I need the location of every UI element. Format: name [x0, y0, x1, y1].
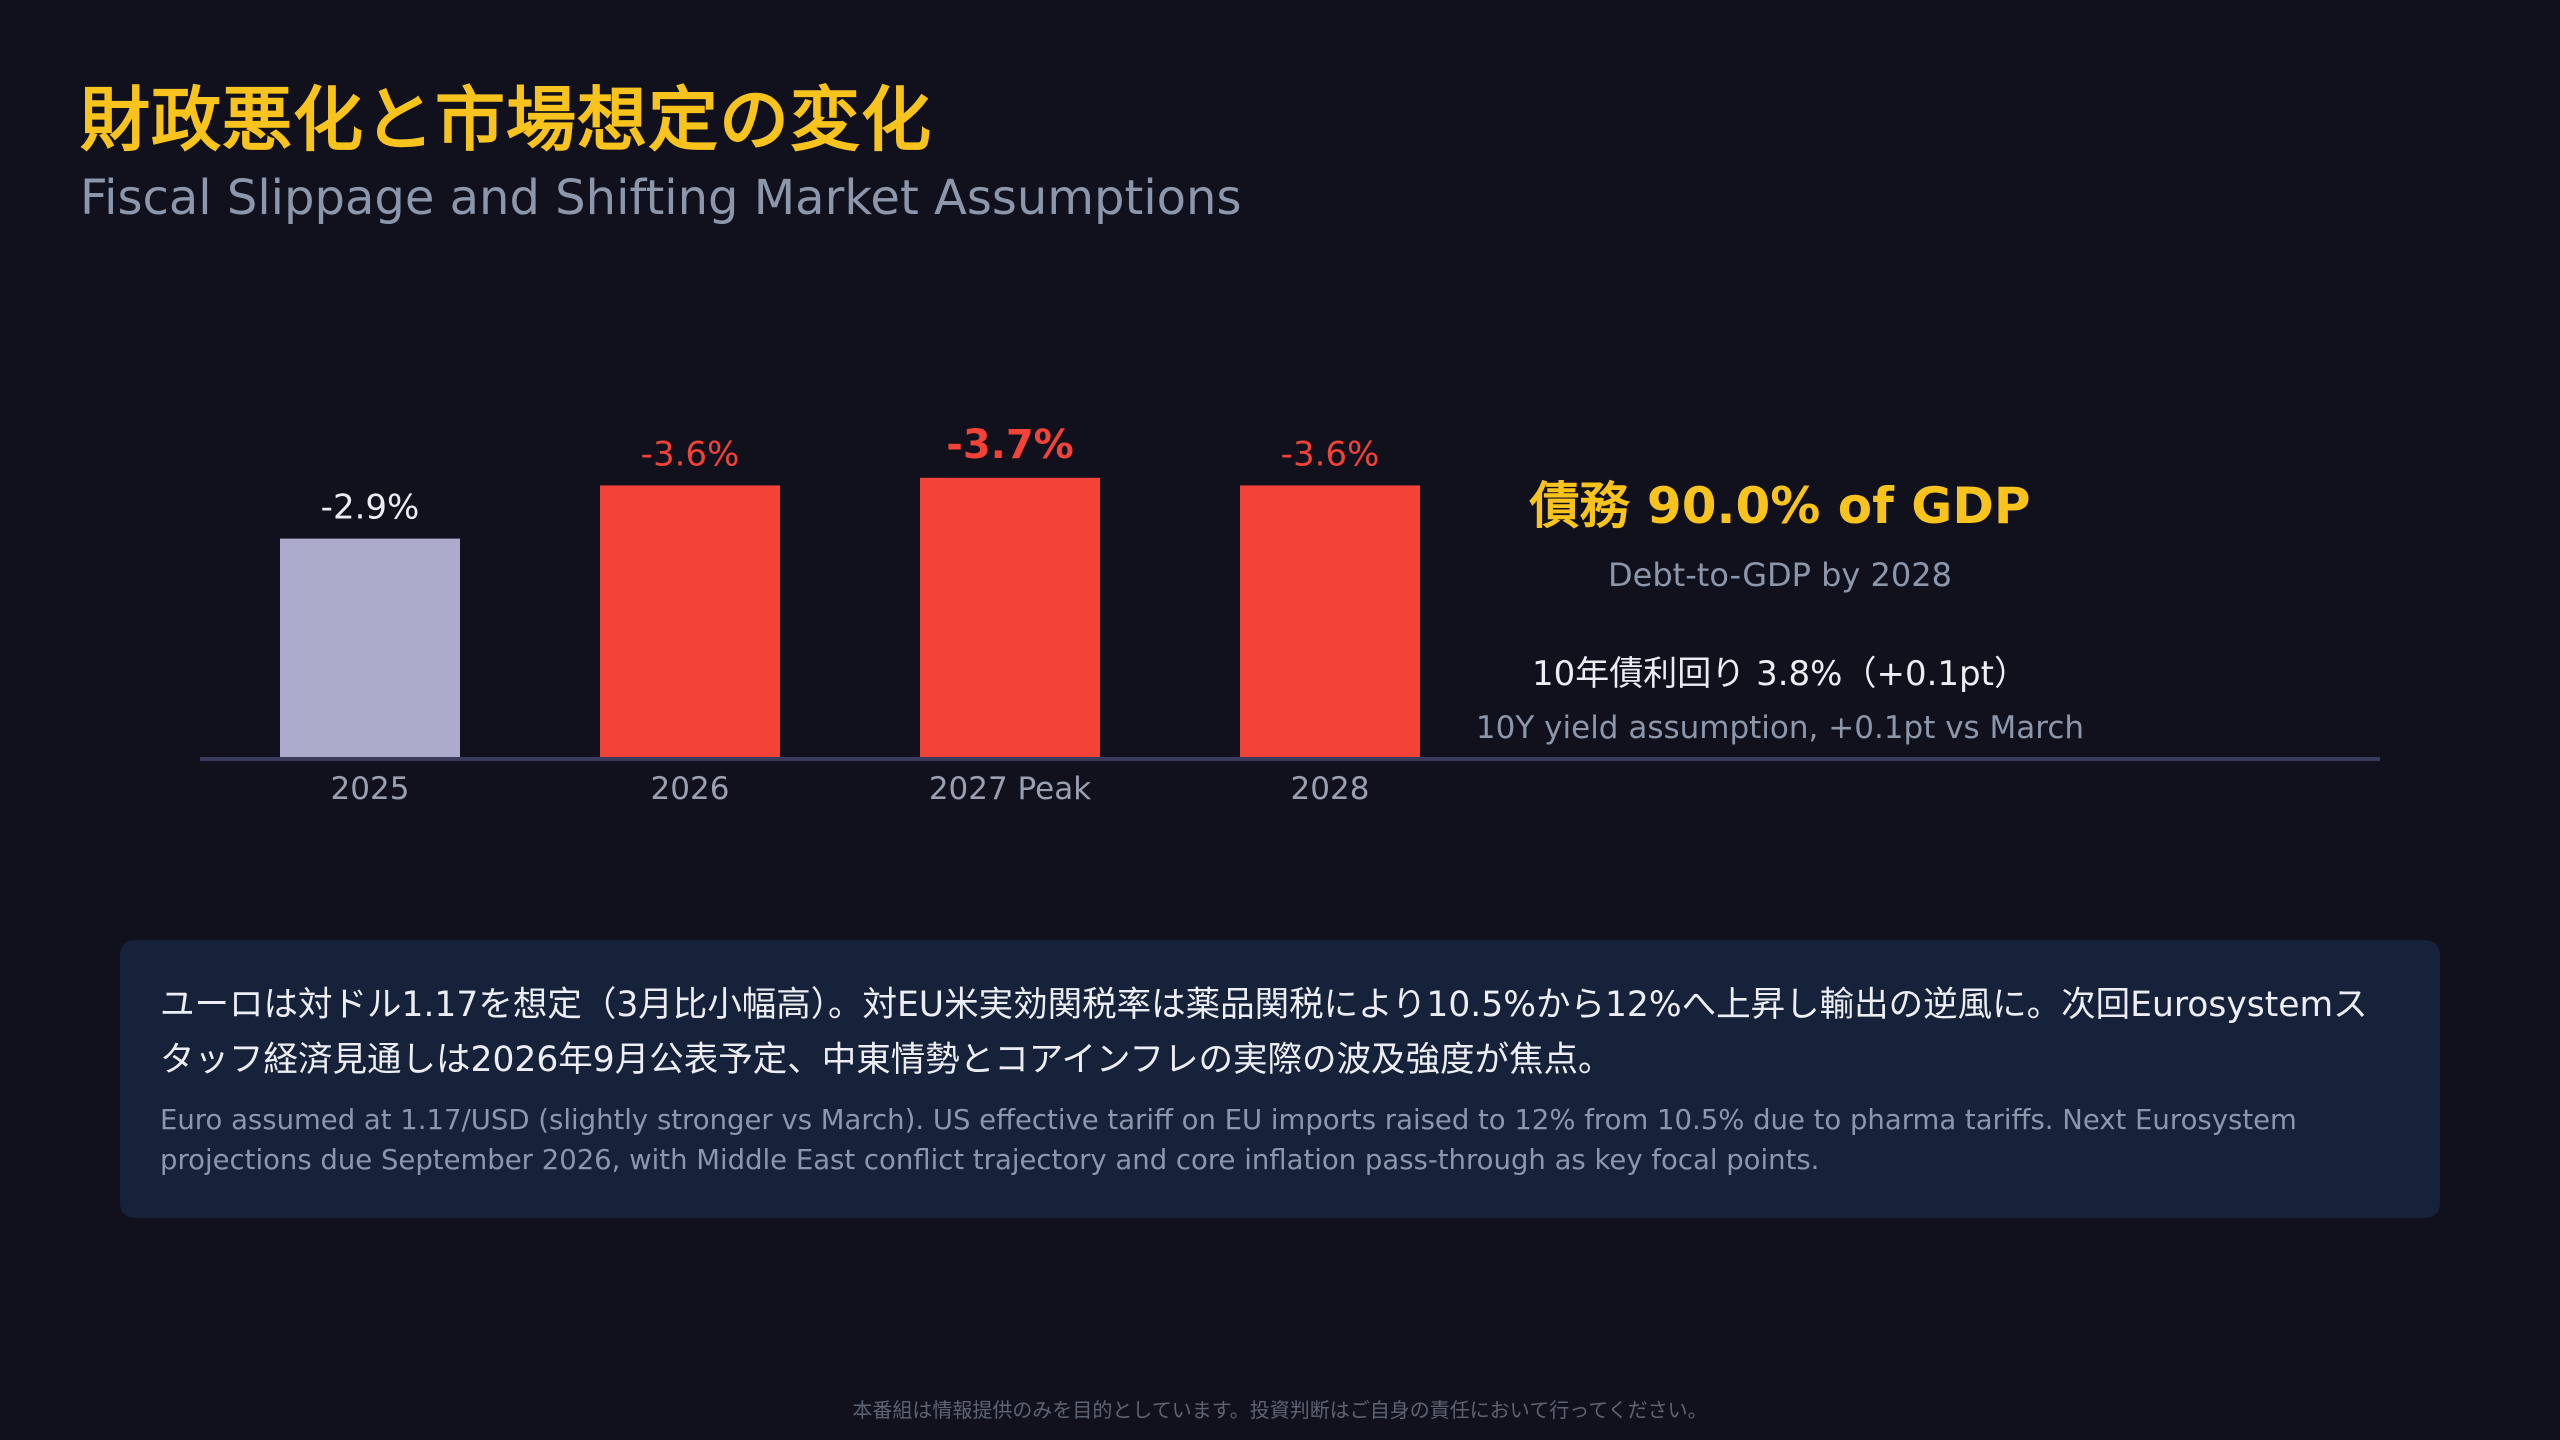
yield-headline: 10年債利回り 3.8%（+0.1pt） [1532, 654, 2028, 694]
debt-to-gdp-caption: Debt-to-GDP by 2028 [1608, 556, 1952, 594]
page-title: 財政悪化と市場想定の変化 [80, 79, 932, 161]
bar-1 [600, 485, 780, 759]
bar-value-label-1: -3.6% [641, 434, 740, 474]
bar-0 [280, 538, 460, 759]
bar-value-label-2: -3.7% [946, 422, 1074, 468]
summary-english-text: Euro assumed at 1.17/USD (slightly stron… [160, 1104, 2297, 1176]
bar-value-label-3: -3.6% [1281, 434, 1380, 474]
x-tick-label-1: 2026 [651, 771, 730, 807]
bar-value-label-0: -2.9% [321, 488, 420, 528]
yield-caption: 10Y yield assumption, +0.1pt vs March [1475, 710, 2085, 746]
x-tick-label-2: 2027 Peak [929, 771, 1091, 807]
debt-to-gdp-headline: 債務 90.0% of GDP [1529, 477, 2031, 535]
summary-japanese-text: ユーロは対ドル1.17を想定（3月比小幅高）。対EU米実効関税率は薬品関税により… [160, 985, 2368, 1080]
x-tick-label-3: 2028 [1291, 771, 1370, 807]
x-tick-label-0: 2025 [331, 771, 410, 807]
bar-2 [920, 477, 1100, 759]
page-subtitle: Fiscal Slippage and Shifting Market Assu… [80, 170, 1242, 226]
disclaimer: 本番組は情報提供のみを目的としています。投資判断はご自身の責任において行ってくだ… [852, 1398, 1708, 1422]
summary-panel: ユーロは対ドル1.17を想定（3月比小幅高）。対EU米実効関税率は薬品関税により… [120, 940, 2440, 1218]
bar-3 [1240, 485, 1420, 759]
